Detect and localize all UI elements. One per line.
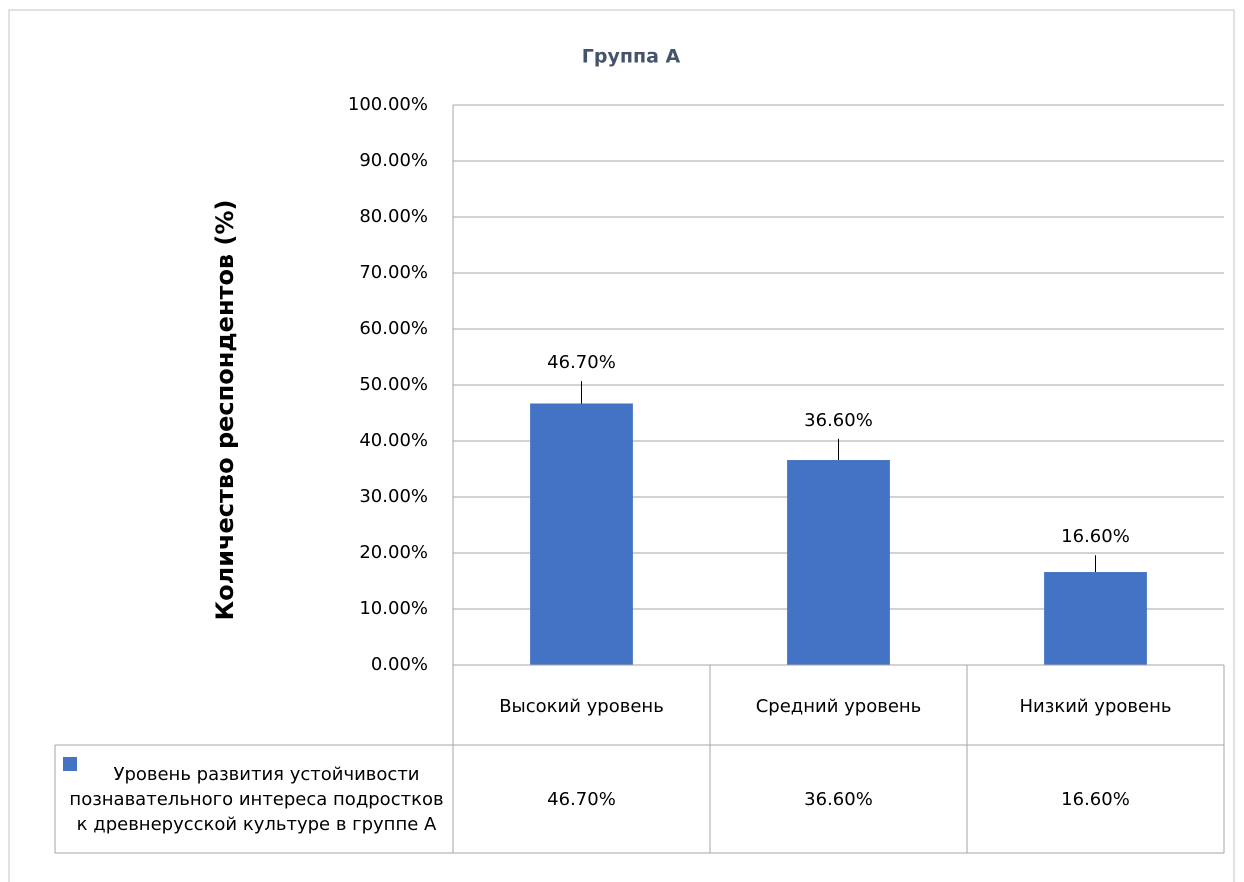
bar bbox=[530, 403, 633, 665]
y-tick-label: 70.00% bbox=[359, 262, 428, 283]
y-tick-label: 60.00% bbox=[359, 318, 428, 339]
y-tick-label: 50.00% bbox=[359, 374, 428, 395]
table-value: 36.60% bbox=[804, 788, 873, 810]
data-label: 36.60% bbox=[804, 410, 873, 431]
data-label: 16.60% bbox=[1061, 526, 1130, 547]
x-tick-label: Низкий уровень bbox=[1019, 695, 1172, 717]
x-tick-label: Средний уровень bbox=[755, 695, 922, 717]
y-tick-label: 40.00% bbox=[359, 430, 428, 451]
bar bbox=[1044, 572, 1147, 665]
table-value: 46.70% bbox=[547, 788, 616, 810]
data-label: 46.70% bbox=[547, 352, 616, 373]
legend-label: Уровень развития устойчивости познавател… bbox=[69, 763, 444, 835]
y-axis-title: Количество респондентов (%) bbox=[211, 200, 239, 621]
y-tick-label: 10.00% bbox=[359, 598, 428, 619]
bar bbox=[787, 460, 890, 665]
legend-key bbox=[63, 757, 77, 771]
x-tick-label: Высокий уровень bbox=[499, 695, 664, 717]
y-tick-label: 100.00% bbox=[348, 94, 428, 115]
y-tick-label: 30.00% bbox=[359, 486, 428, 507]
y-tick-label: 20.00% bbox=[359, 542, 428, 563]
table-value: 16.60% bbox=[1061, 788, 1130, 810]
y-tick-label: 90.00% bbox=[359, 150, 428, 171]
chart-title: Группа А bbox=[582, 46, 681, 68]
y-tick-label: 0.00% bbox=[371, 654, 428, 675]
y-tick-label: 80.00% bbox=[359, 206, 428, 227]
